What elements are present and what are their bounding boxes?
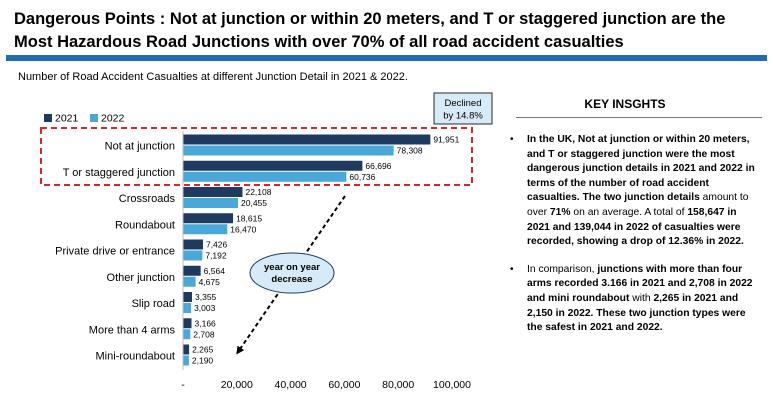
data-label-2021: 7,426	[206, 240, 228, 250]
title-line-2: Most Hazardous Road Junctions with over …	[14, 33, 624, 51]
data-label-2021: 6,564	[204, 266, 226, 276]
bar-2022	[183, 303, 192, 313]
bar-2021	[183, 318, 192, 329]
insight-2-text-1: In comparison,	[527, 263, 598, 275]
data-label-2022: 2,190	[192, 356, 214, 366]
title-line-1: Dangerous Points : Not at junction or wi…	[14, 10, 726, 28]
bar-2022	[183, 250, 203, 261]
x-tick-label: -	[181, 379, 185, 391]
data-label-2022: 60,736	[349, 172, 375, 182]
insights-heading: KEY INSGHTS	[584, 97, 666, 111]
data-label-2022: 7,192	[205, 251, 227, 261]
category-label: Not at junction	[105, 141, 175, 153]
category-label: Crossroads	[119, 193, 176, 205]
declined-callout-box	[433, 92, 493, 125]
category-label: Mini-roundabout	[96, 351, 176, 363]
bar-2021	[183, 265, 201, 276]
highlight-box	[40, 127, 473, 186]
bar-2021	[183, 239, 203, 250]
data-label-2022: 20,455	[241, 198, 267, 208]
data-label-2021: 2,265	[192, 345, 214, 355]
category-label: Private drive or entrance	[55, 246, 175, 258]
declined-callout-line-2: by 14.8%	[443, 111, 483, 122]
legend-label-2022: 2022	[101, 113, 125, 125]
data-label-2022: 4,675	[199, 277, 221, 287]
bar-2022	[183, 198, 239, 208]
legend-label-2021: 2021	[55, 113, 79, 125]
declined-callout-line-1: Declined	[445, 98, 482, 109]
bar-2022	[183, 355, 189, 366]
trend-ellipse	[249, 252, 335, 294]
x-tick-label: 100,000	[433, 379, 471, 391]
bar-2021	[183, 292, 193, 302]
legend-swatch-2022	[90, 114, 98, 122]
page-title: Dangerous Points : Not at junction or wi…	[14, 8, 759, 54]
insight-1-bold-1: In the UK, Not at junction or within 20 …	[527, 134, 755, 204]
legend-swatch-2021	[44, 114, 52, 122]
insight-1-text-1: amount to over	[527, 192, 749, 218]
x-tick-label: 80,000	[382, 379, 414, 391]
insight-2-bold-1: junctions with more than four arms recor…	[527, 263, 753, 304]
insight-item-2: In comparison, junctions with more than …	[510, 263, 761, 336]
category-label: T or staggered junction	[63, 167, 175, 179]
category-label: More than 4 arms	[89, 324, 176, 336]
data-label-2021: 3,355	[195, 292, 217, 302]
bar-2021	[183, 213, 234, 224]
insight-1-bold-2: 71%	[549, 206, 571, 218]
category-label: Roundabout	[115, 219, 175, 231]
data-label-2021: 22,108	[245, 187, 271, 197]
data-label-2021: 18,615	[236, 213, 262, 223]
bar-2022	[183, 145, 394, 156]
bar-2021	[183, 344, 190, 355]
category-label: Slip road	[132, 298, 175, 310]
x-tick-label: 40,000	[275, 379, 307, 391]
data-label-2022: 78,308	[397, 146, 423, 156]
bar-2022	[183, 276, 196, 287]
trend-text-line-1: year on year	[264, 262, 320, 273]
trend-text-line-2: decrease	[271, 274, 312, 285]
bar-2021	[183, 187, 243, 197]
insights-divider	[516, 117, 762, 118]
bar-2022	[183, 224, 228, 235]
bar-2022	[183, 171, 347, 182]
data-label-2021: 66,696	[365, 161, 391, 171]
title-divider	[6, 55, 767, 61]
chart-subtitle: Number of Road Accident Casualties at di…	[18, 71, 408, 83]
category-label: Other junction	[107, 272, 175, 284]
x-tick-label: 20,000	[221, 379, 253, 391]
insight-1-bold-3: 158,647 in 2021 and 139,044 in 2022 of c…	[527, 206, 744, 248]
bar-2021	[183, 160, 363, 171]
data-label-2021: 91,951	[433, 135, 459, 145]
insight-1-text-2: on an average. A total of	[570, 206, 688, 218]
insights-list: In the UK, Not at junction or within 20 …	[510, 133, 761, 349]
data-label-2022: 2,708	[193, 329, 215, 339]
insight-item-1: In the UK, Not at junction or within 20 …	[510, 133, 761, 250]
data-label-2022: 3,003	[194, 303, 216, 313]
x-tick-label: 60,000	[328, 379, 360, 391]
bar-2021	[183, 134, 431, 145]
insight-2-text-2: with	[629, 292, 654, 304]
insight-2-bold-2: 2,265 in 2021 and 2,150 in 2022. These t…	[527, 292, 746, 334]
data-label-2022: 16,470	[230, 224, 256, 234]
data-label-2021: 3,166	[195, 318, 217, 328]
bar-2022	[183, 329, 191, 340]
